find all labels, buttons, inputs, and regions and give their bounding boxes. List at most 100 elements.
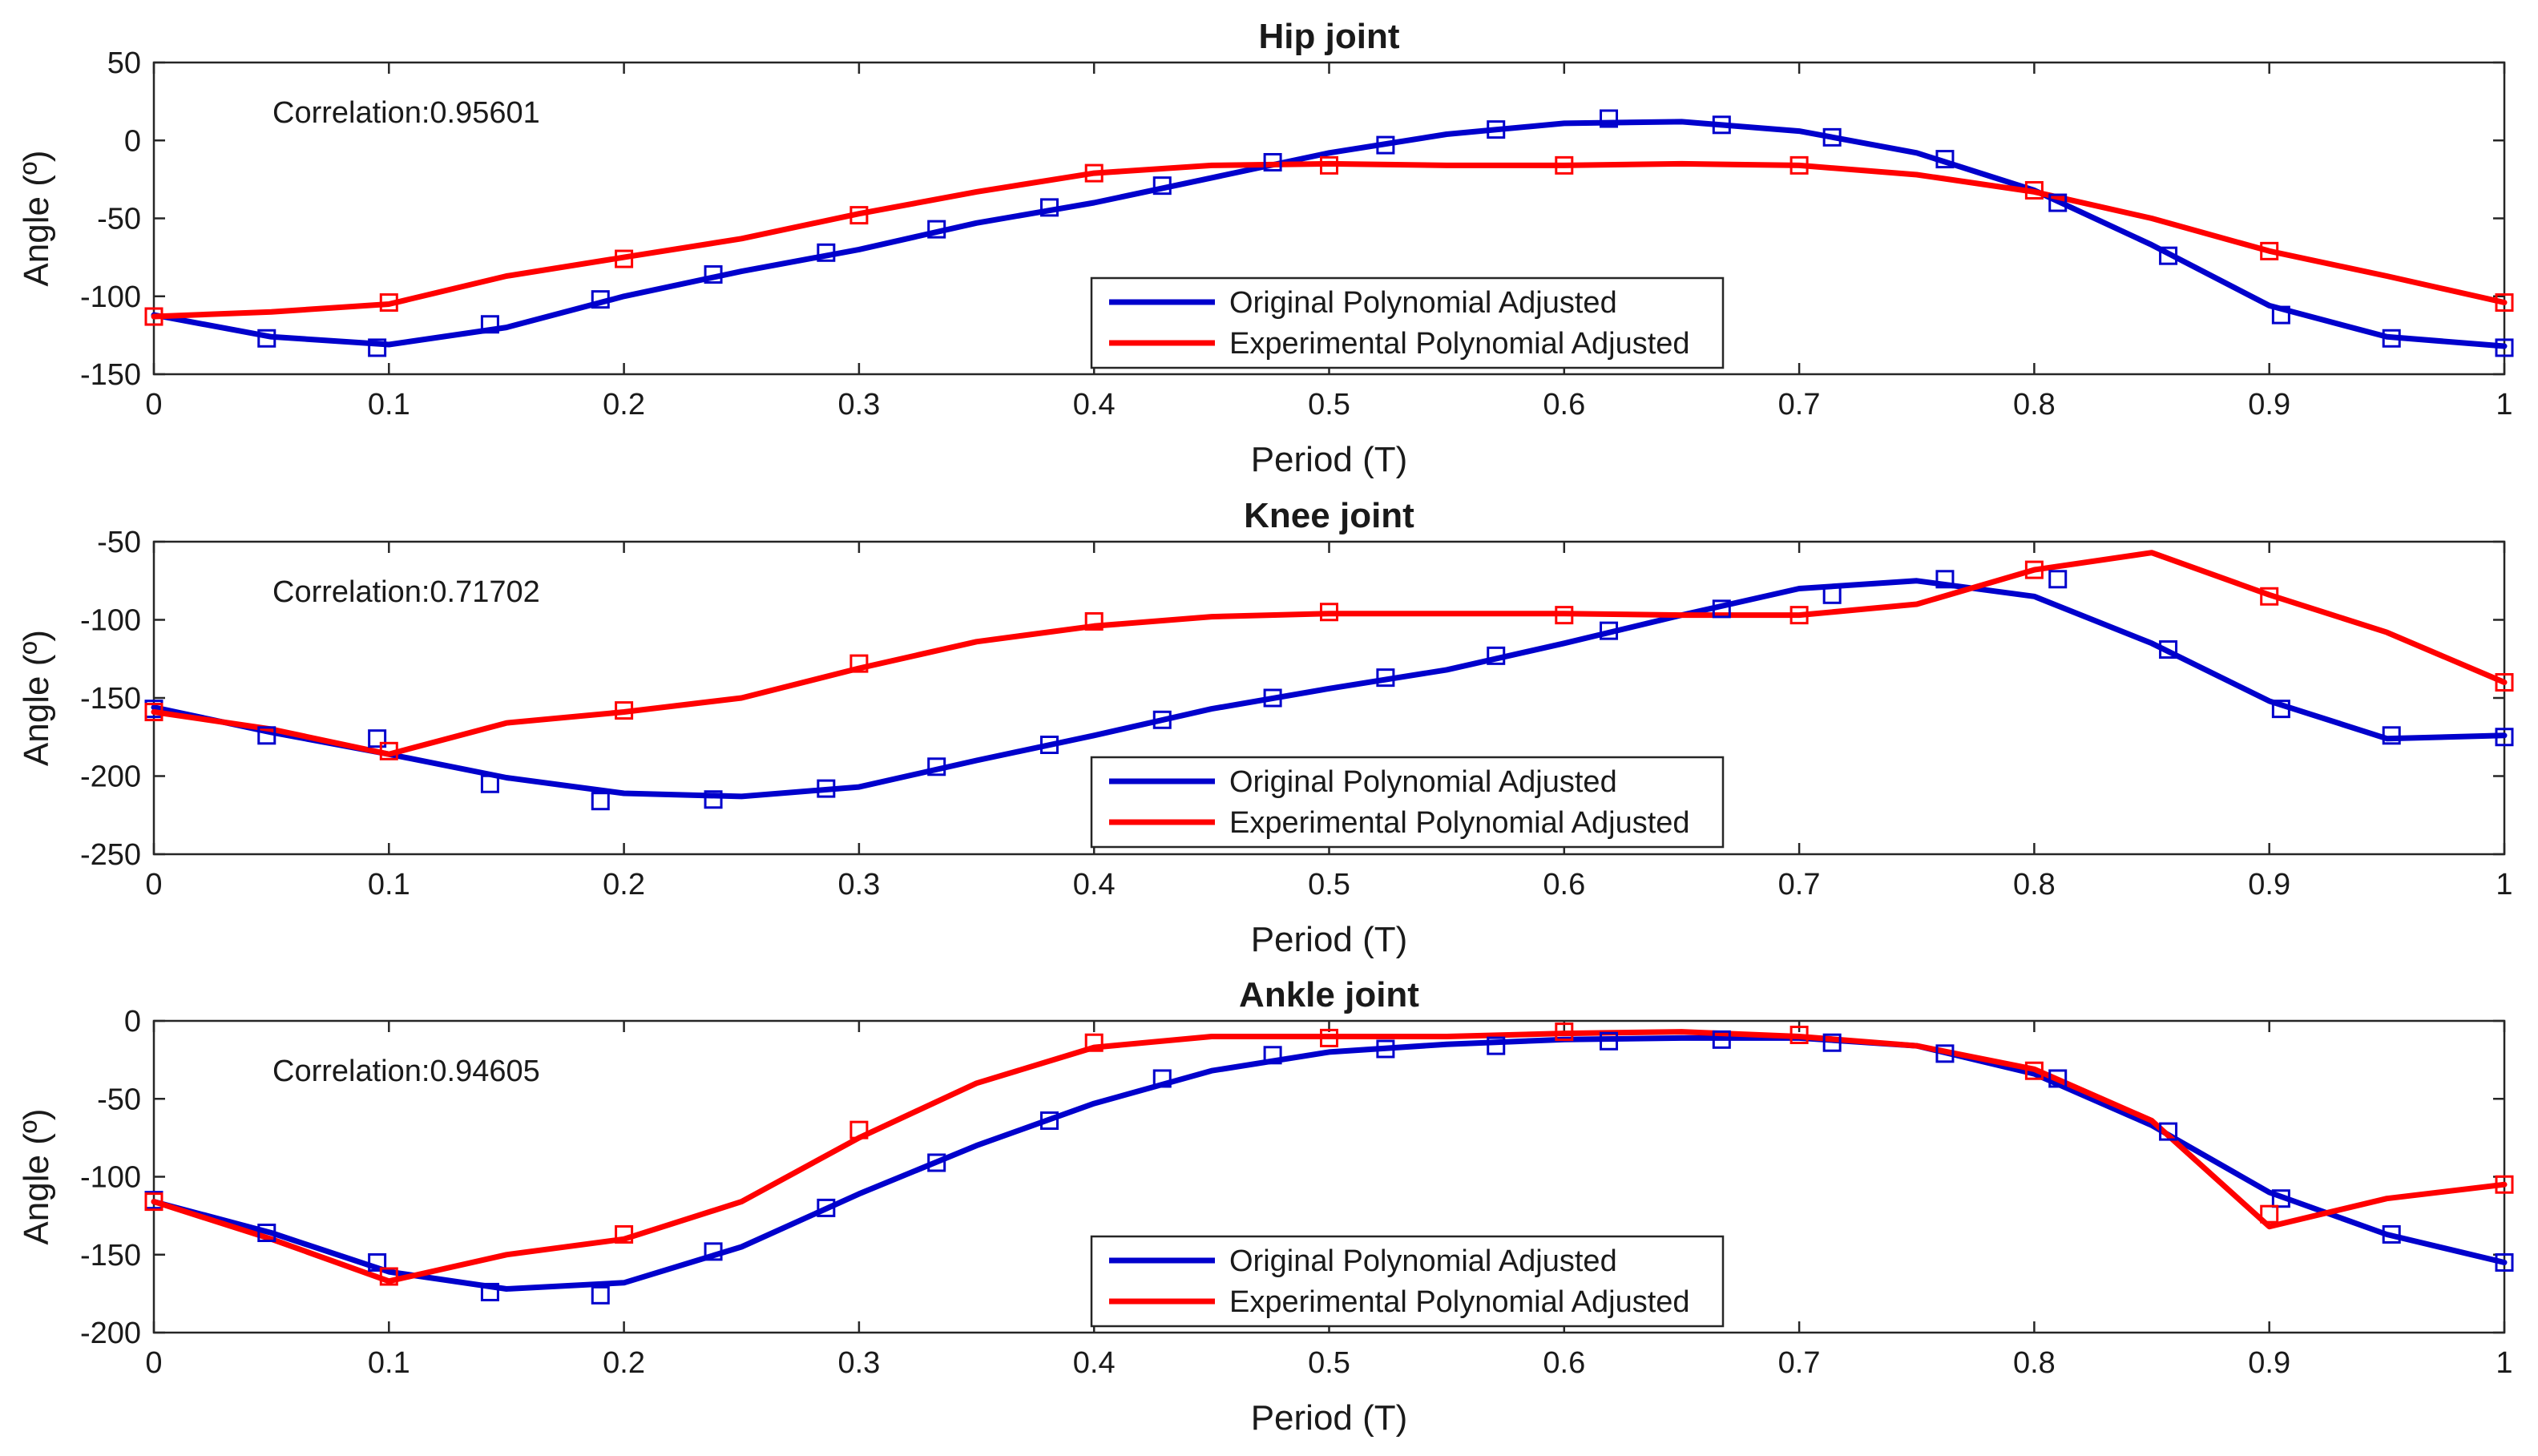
knee-y-tick-label: -100 <box>80 604 141 638</box>
ankle-experimental-marker <box>379 1267 398 1286</box>
hip-original-marker <box>1822 127 1842 147</box>
knee-original-marker <box>927 757 946 776</box>
hip-x-tick-label: 0 <box>145 388 162 421</box>
knee-y-tick-label: -200 <box>80 760 141 794</box>
ankle-original-marker <box>257 1224 276 1243</box>
hip-y-tick-label: 50 <box>107 46 141 80</box>
ankle-original-marker <box>591 1285 610 1305</box>
hip-original-marker <box>1712 115 1731 135</box>
ankle-original-marker <box>1039 1111 1059 1130</box>
knee-original-marker <box>817 779 836 798</box>
knee-x-tick-label: 0.2 <box>603 868 645 901</box>
hip-original-marker <box>2495 338 2514 357</box>
hip-series-experimental-line <box>151 160 2508 320</box>
knee-title: Knee joint <box>1244 496 1414 535</box>
hip-x-tick-label: 0.1 <box>368 388 410 421</box>
ankle-correlation-annotation: Correlation:0.94605 <box>272 1055 540 1088</box>
ankle-experimental-marker <box>849 1120 869 1139</box>
ankle-experimental-marker <box>2260 1204 2279 1224</box>
hip-experimental-marker <box>2024 180 2044 200</box>
knee-legend-box <box>1090 756 1725 849</box>
hip-y-tick-label: 0 <box>124 124 141 158</box>
knee-series-original-line <box>151 578 2508 800</box>
hip-y-tick-label: -100 <box>80 280 141 314</box>
ankle-title: Ankle joint <box>1239 975 1419 1014</box>
hip-experimental-marker <box>1084 163 1104 183</box>
hip-x-tick-label: 0.2 <box>603 388 645 421</box>
knee-experimental-marker <box>1320 603 1338 622</box>
ankle-experimental-marker <box>1790 1026 1809 1045</box>
ankle-experimental-marker <box>1084 1033 1104 1052</box>
hip-original-marker <box>591 290 610 309</box>
ankle-original-marker <box>1712 1030 1731 1049</box>
knee-y-tick-label: -250 <box>80 838 141 872</box>
knee-experimental-marker <box>2495 673 2514 692</box>
hip-y-tick-label: -50 <box>97 203 141 236</box>
knee-original-marker <box>368 729 387 748</box>
hip-experimental-marker <box>1790 155 1809 175</box>
ankle-original-marker <box>2495 1252 2514 1272</box>
ankle-original-marker <box>817 1198 836 1217</box>
ankle-y-axis-label: Angle (º) <box>17 1108 56 1244</box>
ankle-series-original-line <box>151 1035 2508 1292</box>
knee-x-tick-label: 0.3 <box>837 868 880 901</box>
ankle-original-marker <box>1487 1036 1506 1055</box>
knee-original-marker <box>591 792 610 811</box>
ankle-original-marker <box>1822 1033 1842 1052</box>
hip-x-axis-label: Period (T) <box>1251 440 1408 479</box>
hip-experimental-marker <box>1555 155 1574 175</box>
knee-x-tick-label: 0.1 <box>368 868 410 901</box>
ankle-original-marker <box>1600 1031 1619 1051</box>
knee-experimental-marker <box>615 701 634 720</box>
knee-x-axis-label: Period (T) <box>1251 920 1408 959</box>
ankle-experimental-marker <box>1555 1022 1574 1042</box>
ankle-x-tick-label: 0.2 <box>603 1346 645 1380</box>
ankle-x-tick-label: 0.3 <box>837 1346 880 1380</box>
hip-title: Hip joint <box>1259 17 1400 56</box>
knee-experimental-marker <box>1790 606 1809 625</box>
hip-experimental-marker <box>144 307 163 326</box>
knee-original-marker <box>257 726 276 745</box>
ankle-original-marker <box>2159 1122 2178 1141</box>
knee-correlation-annotation: Correlation:0.71702 <box>272 575 540 609</box>
hip-experimental-marker <box>615 249 634 268</box>
knee-experimental-marker <box>2024 560 2044 579</box>
hip-original-marker <box>1152 176 1172 196</box>
knee-legend-label-experimental: Experimental Polynomial Adjusted <box>1229 806 1690 840</box>
hip-original-marker <box>2159 246 2178 265</box>
knee-x-tick-label: 0.5 <box>1308 868 1350 901</box>
hip-original-marker <box>1039 198 1059 217</box>
ankle-original-marker <box>2382 1224 2401 1244</box>
knee-experimental-marker <box>1084 611 1104 631</box>
hip-x-tick-label: 0.6 <box>1543 388 1585 421</box>
knee-original-marker <box>1039 736 1059 754</box>
knee-experimental-marker <box>849 654 869 673</box>
ankle-original-marker <box>927 1153 946 1172</box>
ankle-x-tick-label: 0.4 <box>1073 1346 1116 1380</box>
ankle-y-tick-label: -50 <box>97 1083 141 1116</box>
knee-original-marker <box>1487 646 1506 665</box>
ankle-original-marker <box>480 1282 499 1301</box>
ankle-original-marker <box>2048 1069 2068 1088</box>
knee-x-tick-label: 1 <box>2496 868 2512 901</box>
hip-experimental-marker <box>1320 155 1338 175</box>
ankle-x-tick-label: 1 <box>2496 1346 2512 1380</box>
hip-original-marker <box>2048 193 2068 212</box>
knee-original-marker <box>1822 585 1842 604</box>
ankle-original-marker <box>2271 1189 2290 1208</box>
ankle-panel: Ankle joint 0 0.1 0.2 0.3 0.4 0.5 0.6 0.7 0.8 0.9 1… <box>17 975 2514 1438</box>
hip-x-tick-label: 0.4 <box>1073 388 1116 421</box>
knee-experimental-marker <box>144 703 163 722</box>
knee-original-marker <box>1263 688 1282 708</box>
ankle-original-marker <box>704 1242 723 1261</box>
hip-x-tick-label: 0.3 <box>837 388 880 421</box>
hip-original-marker <box>2382 329 2401 348</box>
ankle-experimental-marker <box>144 1192 163 1212</box>
hip-correlation-annotation: Correlation:0.95601 <box>272 96 540 130</box>
hip-original-marker <box>817 243 836 262</box>
hip-legend-label-original: Original Polynomial Adjusted <box>1229 286 1617 320</box>
hip-y-axis-label: Angle (º) <box>17 150 56 286</box>
ankle-x-tick-label: 0 <box>145 1346 162 1380</box>
knee-original-marker <box>1935 570 1955 589</box>
